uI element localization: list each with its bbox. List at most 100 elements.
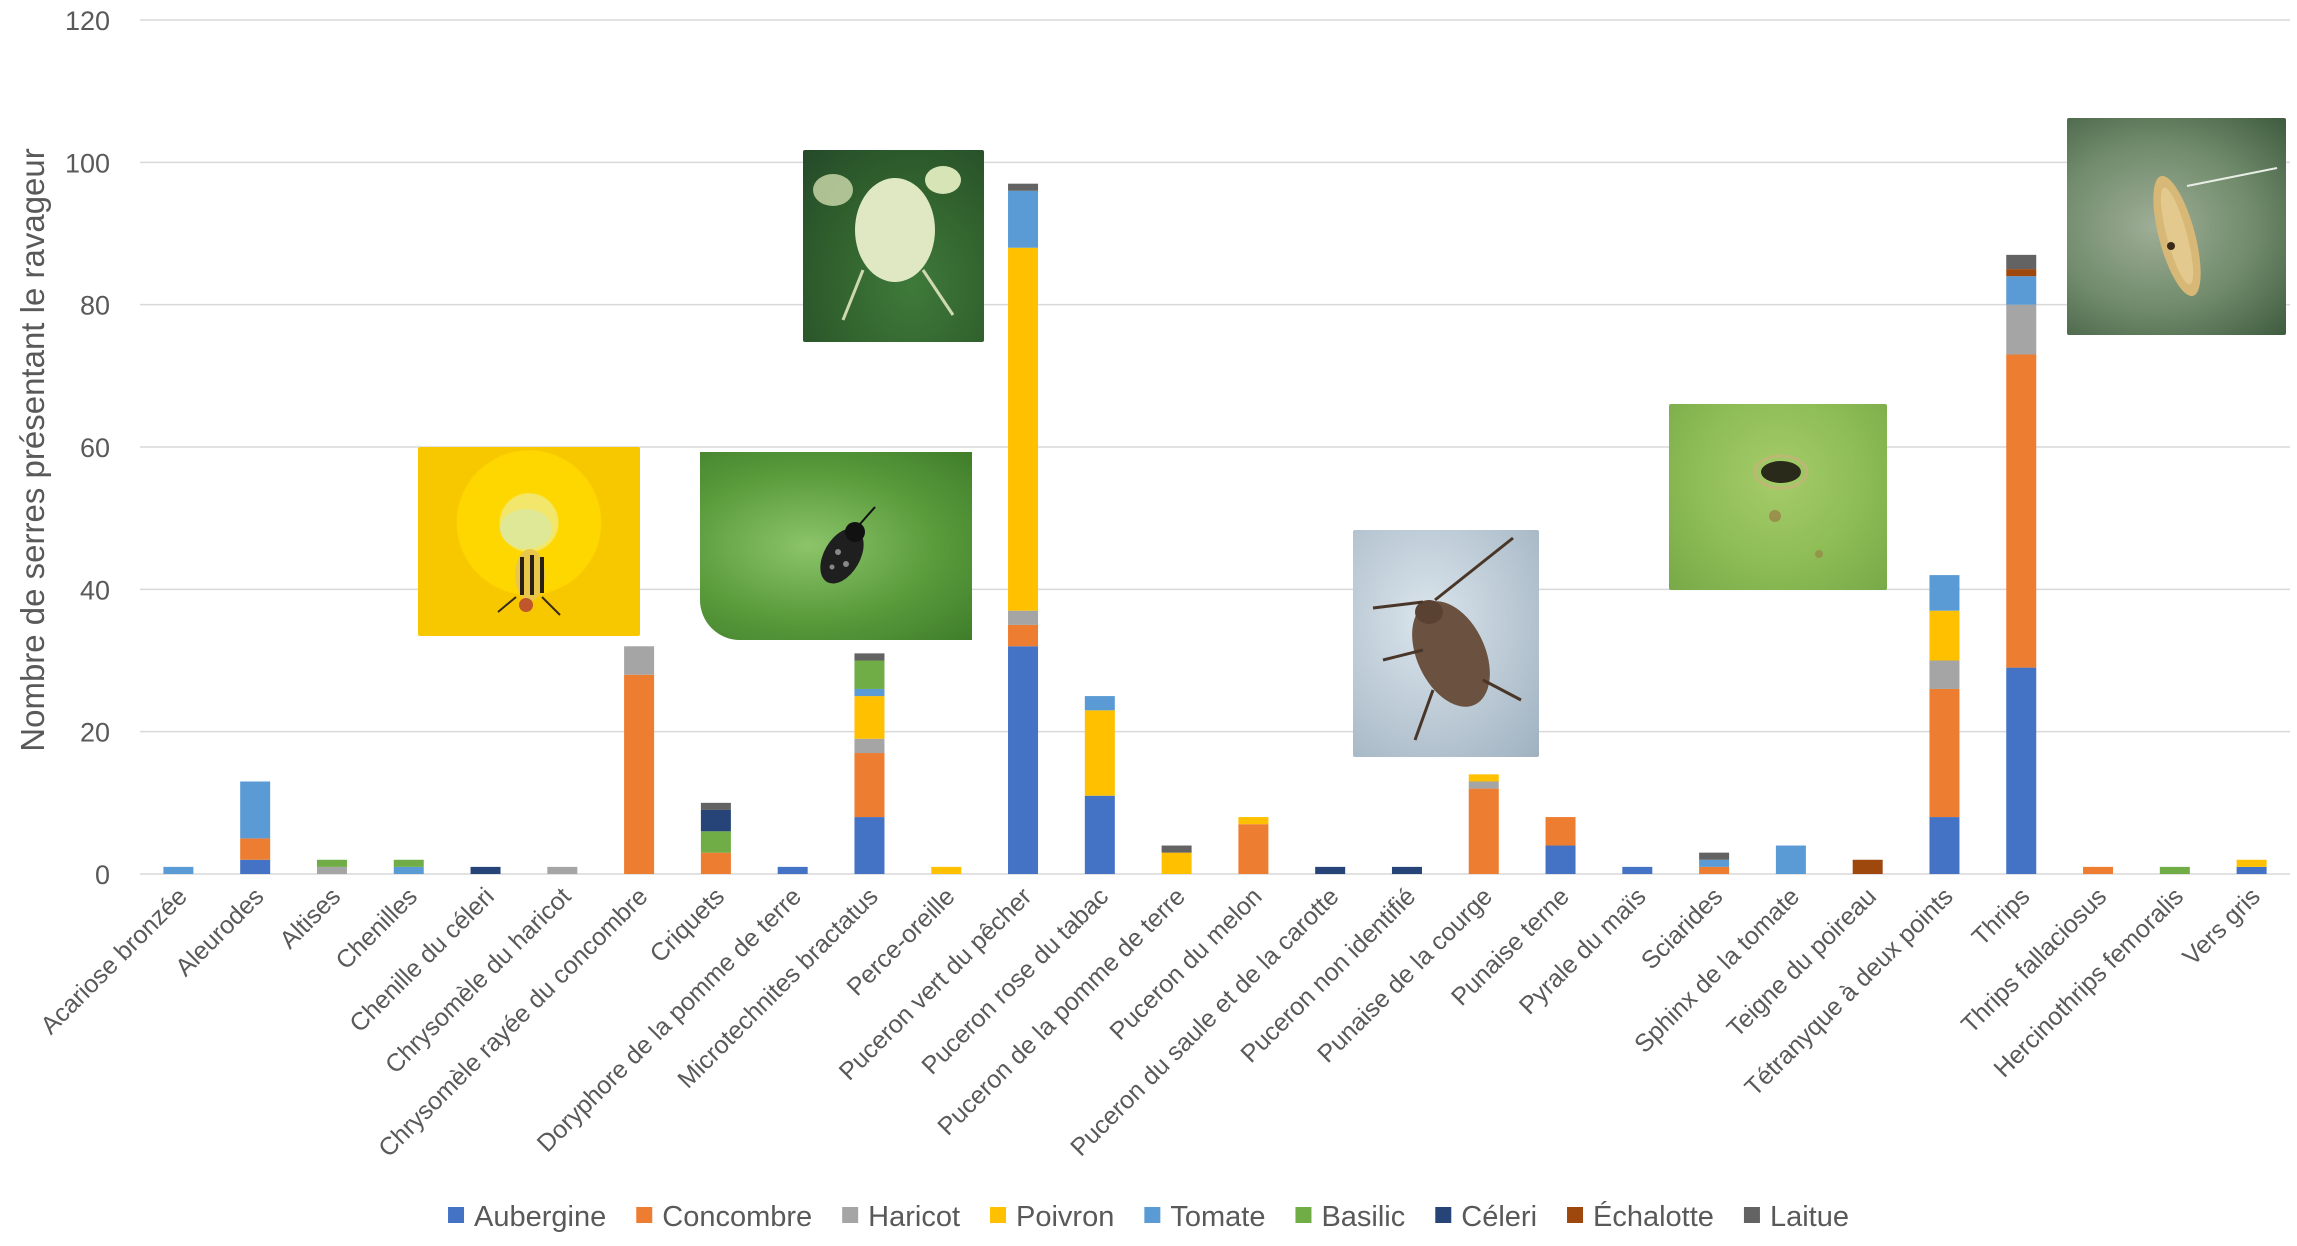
legend-label: Poivron	[1016, 1201, 1114, 1233]
bar-segment	[2006, 269, 2037, 277]
bar-segment	[854, 817, 885, 874]
bar-segment	[240, 838, 271, 860]
bar-segment	[1084, 795, 1115, 874]
legend-swatch	[636, 1207, 653, 1223]
bar-segment	[624, 646, 655, 675]
bar-segment	[1161, 852, 1192, 874]
legend-label: Aubergine	[474, 1201, 606, 1233]
legend-swatch	[1567, 1207, 1584, 1223]
bar-segment	[1929, 688, 1960, 818]
stink-bug-icon	[1372, 536, 1522, 741]
photo-microtechnites	[700, 452, 972, 640]
legend: Aubergine Concombre Haricot Poivron Tomate Ba…	[448, 1200, 1849, 1233]
x-tick-label: Altises	[274, 882, 346, 954]
aphid-icon	[813, 166, 961, 321]
bar-segment	[1929, 817, 1960, 874]
y-axis-ticks: 0 20 40 60 80 100 120	[65, 6, 110, 890]
x-tick-label: Acariose bronzée	[35, 882, 192, 1039]
bars	[163, 183, 2267, 874]
bar-segment	[1008, 247, 1039, 611]
bar-segment	[700, 831, 731, 853]
leaf-hole-icon	[1753, 454, 1823, 558]
bar-segment	[700, 809, 731, 832]
bar-segment	[393, 859, 424, 867]
bar-segment	[2159, 866, 2190, 874]
y-tick-label: 120	[65, 6, 110, 36]
bar-segment	[2006, 667, 2037, 874]
bar-segment	[1238, 824, 1269, 874]
thrips-icon	[2153, 167, 2278, 297]
y-tick-label: 80	[80, 291, 110, 321]
legend-label: Échalotte	[1593, 1200, 1714, 1233]
bar-segment	[1622, 866, 1653, 874]
legend-swatch	[1144, 1207, 1161, 1223]
bar-segment	[1545, 817, 1576, 846]
photo-teigne	[1669, 404, 1887, 590]
bar-segment	[1929, 610, 1960, 661]
bar-segment	[1468, 788, 1499, 874]
bar-segment	[1699, 859, 1730, 867]
bar-segment	[393, 866, 424, 874]
bar-segment	[1161, 845, 1192, 853]
x-tick-label: Thrips fallaciosus	[1956, 882, 2112, 1038]
y-tick-label: 40	[80, 575, 110, 605]
photo-puceron	[803, 150, 984, 342]
y-tick-label: 0	[95, 860, 110, 890]
bar-segment	[470, 866, 501, 874]
bar-segment	[1008, 190, 1039, 248]
bar-segment	[2006, 276, 2037, 305]
bar-segment	[854, 696, 885, 739]
bar-segment	[1315, 866, 1346, 874]
legend-swatch	[1435, 1207, 1452, 1223]
legend-swatch	[448, 1207, 465, 1223]
bar-segment	[240, 781, 271, 839]
legend-label: Basilic	[1321, 1201, 1405, 1233]
legend-swatch	[1295, 1207, 1312, 1223]
bar-segment	[163, 866, 194, 874]
bar-segment	[1084, 696, 1115, 711]
bar-segment	[1008, 624, 1039, 647]
bar-segment	[854, 660, 885, 689]
bar-segment	[1468, 774, 1499, 782]
bar-segment	[1008, 183, 1039, 191]
bar-segment	[1929, 660, 1960, 689]
bar-segment	[1084, 710, 1115, 796]
bar-segment	[1699, 866, 1730, 874]
bar-segment	[2006, 354, 2037, 668]
photo-chrysomele	[418, 447, 640, 636]
bar-segment	[1929, 575, 1960, 611]
legend-label: Concombre	[662, 1201, 812, 1233]
x-tick-label: Vers gris	[2177, 882, 2266, 971]
legend-swatch	[842, 1207, 859, 1223]
legend-label: Tomate	[1170, 1201, 1265, 1233]
y-axis-title: Nombre de serres présentant le ravageur	[14, 148, 51, 751]
bar-segment	[931, 866, 962, 874]
x-tick-label: Thrips	[1967, 882, 2036, 951]
photo-thrips	[2067, 118, 2286, 335]
bar-segment	[700, 802, 731, 810]
bar-segment	[316, 866, 347, 874]
bar-segment	[854, 688, 885, 697]
bar-segment	[547, 866, 578, 874]
x-tick-label: Chenille du céleri	[344, 882, 499, 1037]
bar-segment	[777, 866, 808, 874]
x-tick-label: Chrysomèle rayée du concombre	[373, 882, 653, 1162]
bar-segment	[854, 653, 885, 661]
beetle-icon	[497, 509, 561, 616]
legend-label: Céleri	[1461, 1201, 1537, 1233]
bar-segment	[316, 859, 347, 867]
bar-segment	[1008, 646, 1039, 874]
bar-segment	[240, 859, 271, 874]
bar-segment	[2236, 859, 2267, 867]
bar-segment	[2083, 866, 2114, 874]
bar-segment	[2236, 866, 2267, 874]
bar-segment	[2006, 304, 2037, 355]
bar-segment	[1852, 859, 1883, 874]
bar-segment	[700, 852, 731, 874]
legend-swatch	[1743, 1207, 1760, 1223]
bar-segment	[1008, 610, 1039, 625]
bar-segment	[854, 738, 885, 754]
bar-segment	[1238, 817, 1269, 825]
